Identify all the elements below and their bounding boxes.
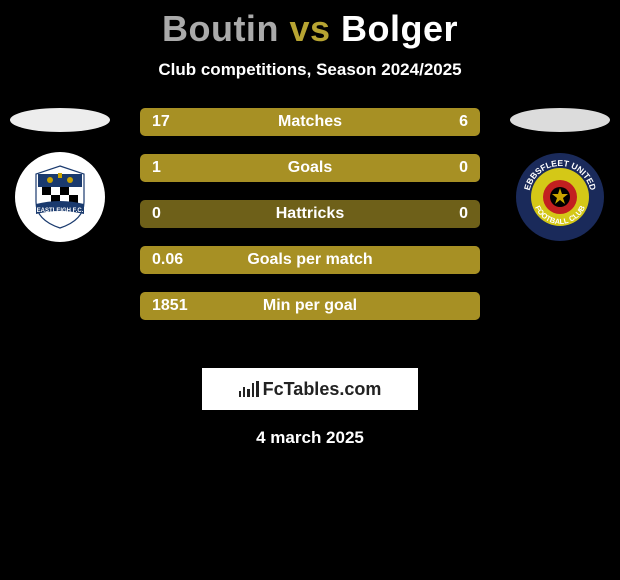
eastleigh-crest-icon: EASTLEIGH F.C. xyxy=(30,164,90,230)
stat-row: 1851Min per goal xyxy=(140,292,480,320)
player2-column: EBBSFLEET UNITED FOOTBALL CLUB xyxy=(500,108,620,242)
date: 4 march 2025 xyxy=(0,428,620,448)
stat-row: 0.06Goals per match xyxy=(140,246,480,274)
player1-name: Boutin xyxy=(162,8,279,49)
comparison-title: Boutin vs Bolger xyxy=(0,8,620,50)
stat-label: Goals xyxy=(140,159,480,177)
comparison-stage: EASTLEIGH F.C. xyxy=(0,108,620,358)
svg-text:EASTLEIGH F.C.: EASTLEIGH F.C. xyxy=(37,208,84,214)
ebbsfleet-crest-icon: EBBSFLEET UNITED FOOTBALL CLUB xyxy=(515,152,605,242)
stat-label: Goals per match xyxy=(140,251,480,269)
player2-club-badge: EBBSFLEET UNITED FOOTBALL CLUB xyxy=(515,152,605,242)
stat-label: Min per goal xyxy=(140,297,480,315)
eastleigh-crest: EASTLEIGH F.C. xyxy=(23,160,97,234)
player2-name: Bolger xyxy=(341,8,458,49)
player1-column: EASTLEIGH F.C. xyxy=(0,108,120,242)
stat-row: 00Hattricks xyxy=(140,200,480,228)
vs-separator: vs xyxy=(289,8,330,49)
stat-label: Matches xyxy=(140,113,480,131)
player1-silhouette xyxy=(10,108,110,132)
stat-bars: 176Matches 10Goals 00Hattricks 0.06Goals pe… xyxy=(140,108,480,338)
stat-label: Hattricks xyxy=(140,205,480,223)
player2-silhouette xyxy=(510,108,610,132)
bars-chart-icon xyxy=(239,381,259,397)
stat-row: 176Matches xyxy=(140,108,480,136)
brand-text: FcTables.com xyxy=(263,379,382,400)
stat-row: 10Goals xyxy=(140,154,480,182)
player1-club-badge: EASTLEIGH F.C. xyxy=(15,152,105,242)
subtitle: Club competitions, Season 2024/2025 xyxy=(0,60,620,80)
brand-badge: FcTables.com xyxy=(202,368,418,410)
